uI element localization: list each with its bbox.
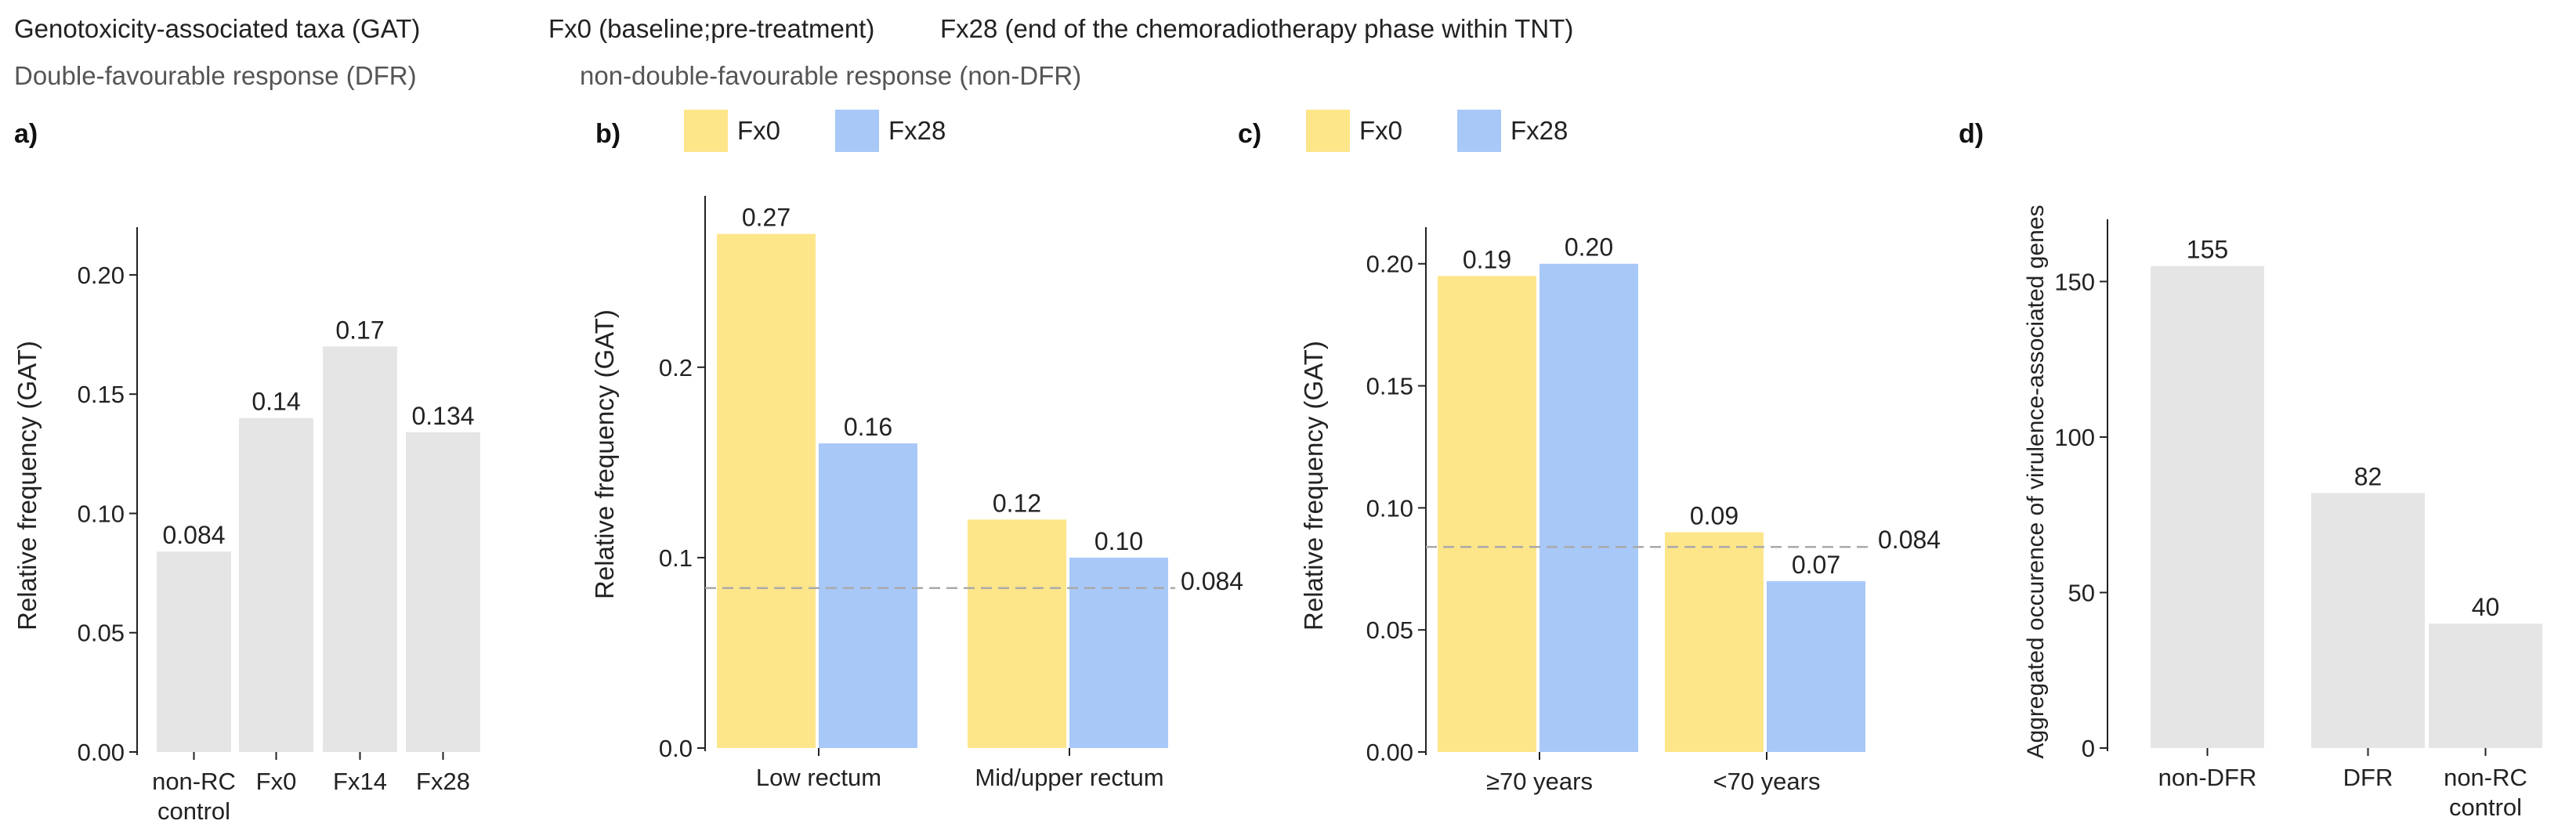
x-tick-label-a: Fx0 xyxy=(256,768,297,795)
y-axis-label-d: Aggregated occurence of virulence-associ… xyxy=(2023,204,2049,758)
panel-label-a: a) xyxy=(14,119,38,149)
y-tick-label-a: 0.20 xyxy=(78,262,125,289)
bar-value-label-a: 0.17 xyxy=(335,316,384,344)
y-tick-label-c: 0.05 xyxy=(1366,616,1413,644)
reference-line-label-b: 0.084 xyxy=(1181,567,1243,595)
panel-label-c: c) xyxy=(1238,119,1262,149)
legend-label-fx0: Fx0 xyxy=(1359,116,1403,145)
legend-swatch-fx28 xyxy=(835,110,880,152)
bar-c-fx0 xyxy=(1438,276,1536,753)
y-tick-label-c: 0.15 xyxy=(1366,373,1413,400)
bar-b-fx28 xyxy=(819,443,917,748)
bar-value-label-d: 155 xyxy=(2187,236,2228,264)
panel-label-b: b) xyxy=(595,119,621,149)
y-tick-label-a: 0.05 xyxy=(78,620,125,647)
bar-value-label-c: 0.09 xyxy=(1690,502,1738,530)
x-tick-label-b: Low rectum xyxy=(756,764,881,791)
y-tick-label-d: 100 xyxy=(2054,424,2095,451)
header-fx0: Fx0 (baseline;pre-treatment) xyxy=(548,14,875,43)
bar-a xyxy=(239,418,313,752)
legend-label-fx0: Fx0 xyxy=(737,116,781,145)
y-tick-label-b: 0.0 xyxy=(659,735,693,762)
x-tick-label-d: non-DFR xyxy=(2158,764,2257,791)
header-fx28: Fx28 (end of the chemoradiotherapy phase… xyxy=(940,14,1574,43)
bar-value-label-a: 0.14 xyxy=(251,388,300,416)
y-tick-label-d: 150 xyxy=(2054,268,2095,295)
panel-label-d: d) xyxy=(1959,119,1984,149)
bar-value-label-b: 0.27 xyxy=(742,204,791,232)
legend-b-fx28: Fx28 xyxy=(835,110,946,152)
y-tick-label-b: 0.2 xyxy=(659,354,693,381)
y-tick-label-c: 0.00 xyxy=(1366,739,1413,766)
legend-swatch-fx0 xyxy=(1306,110,1350,152)
y-tick-label-c: 0.20 xyxy=(1366,251,1413,278)
bar-value-label-a: 0.134 xyxy=(411,402,474,430)
x-tick-label-d: control xyxy=(2449,793,2522,821)
bar-value-label-c: 0.07 xyxy=(1792,551,1840,579)
legend-c-fx0: Fx0 xyxy=(1306,110,1402,152)
x-tick-label-a: non-RC xyxy=(152,768,236,795)
bar-value-label-c: 0.20 xyxy=(1565,233,1613,262)
y-tick-label-a: 0.00 xyxy=(78,739,125,766)
bar-d xyxy=(2429,624,2542,748)
legend-b: Fx0 Fx28 xyxy=(684,110,1000,152)
x-tick-label-d: DFR xyxy=(2343,764,2393,791)
legend-swatch-fx0 xyxy=(684,110,728,152)
bar-a xyxy=(406,432,480,752)
legend-c-fx28: Fx28 xyxy=(1457,110,1568,152)
legend-label-fx28: Fx28 xyxy=(888,116,946,145)
y-tick-label-d: 50 xyxy=(2068,579,2095,606)
y-axis-label-a: Relative frequency (GAT) xyxy=(13,341,42,631)
y-tick-label-c: 0.10 xyxy=(1366,494,1413,522)
bar-value-label-b: 0.16 xyxy=(844,413,892,441)
bar-d xyxy=(2151,266,2264,748)
x-tick-label-d: non-RC xyxy=(2444,764,2527,791)
legend-c: Fx0 Fx28 xyxy=(1306,110,1623,152)
bar-value-label-d: 40 xyxy=(2472,593,2500,621)
legend-label-fx28: Fx28 xyxy=(1511,116,1568,145)
reference-line-label-c: 0.084 xyxy=(1878,526,1941,554)
y-tick-label-d: 0 xyxy=(2082,735,2095,762)
bar-b-fx0 xyxy=(717,233,816,748)
header-nondfr: non-double-favourable response (non-DFR) xyxy=(580,61,1082,90)
bar-a xyxy=(157,551,231,752)
x-tick-label-a: Fx28 xyxy=(416,768,470,795)
x-tick-label-c: ≥70 years xyxy=(1486,768,1593,795)
bar-value-label-a: 0.084 xyxy=(162,521,225,549)
bar-b-fx0 xyxy=(968,519,1066,748)
x-tick-label-c: <70 years xyxy=(1713,768,1820,795)
y-tick-label-a: 0.10 xyxy=(78,500,125,527)
bar-d xyxy=(2311,493,2425,748)
y-axis-label-b: Relative frequency (GAT) xyxy=(590,309,619,599)
x-tick-label-a: Fx14 xyxy=(333,768,387,795)
bar-value-label-d: 82 xyxy=(2354,462,2382,490)
legend-swatch-fx28 xyxy=(1457,110,1502,152)
bar-b-fx28 xyxy=(1069,557,1168,748)
bar-c-fx0 xyxy=(1665,532,1764,752)
x-tick-label-a: control xyxy=(157,797,230,825)
bar-c-fx28 xyxy=(1539,263,1638,753)
y-axis-label-c: Relative frequency (GAT) xyxy=(1299,341,1328,631)
y-tick-label-b: 0.1 xyxy=(659,544,693,572)
header-dfr: Double-favourable response (DFR) xyxy=(14,61,417,90)
legend-b-fx0: Fx0 xyxy=(684,110,780,152)
bar-c-fx28 xyxy=(1767,580,1865,752)
x-tick-label-b: Mid/upper rectum xyxy=(975,764,1163,791)
header-gat: Genotoxicity-associated taxa (GAT) xyxy=(14,14,421,43)
bar-value-label-b: 0.12 xyxy=(993,489,1041,517)
bar-value-label-b: 0.10 xyxy=(1094,527,1143,555)
bar-value-label-c: 0.19 xyxy=(1463,245,1511,273)
bar-a xyxy=(323,346,397,753)
y-tick-label-a: 0.15 xyxy=(78,381,125,408)
